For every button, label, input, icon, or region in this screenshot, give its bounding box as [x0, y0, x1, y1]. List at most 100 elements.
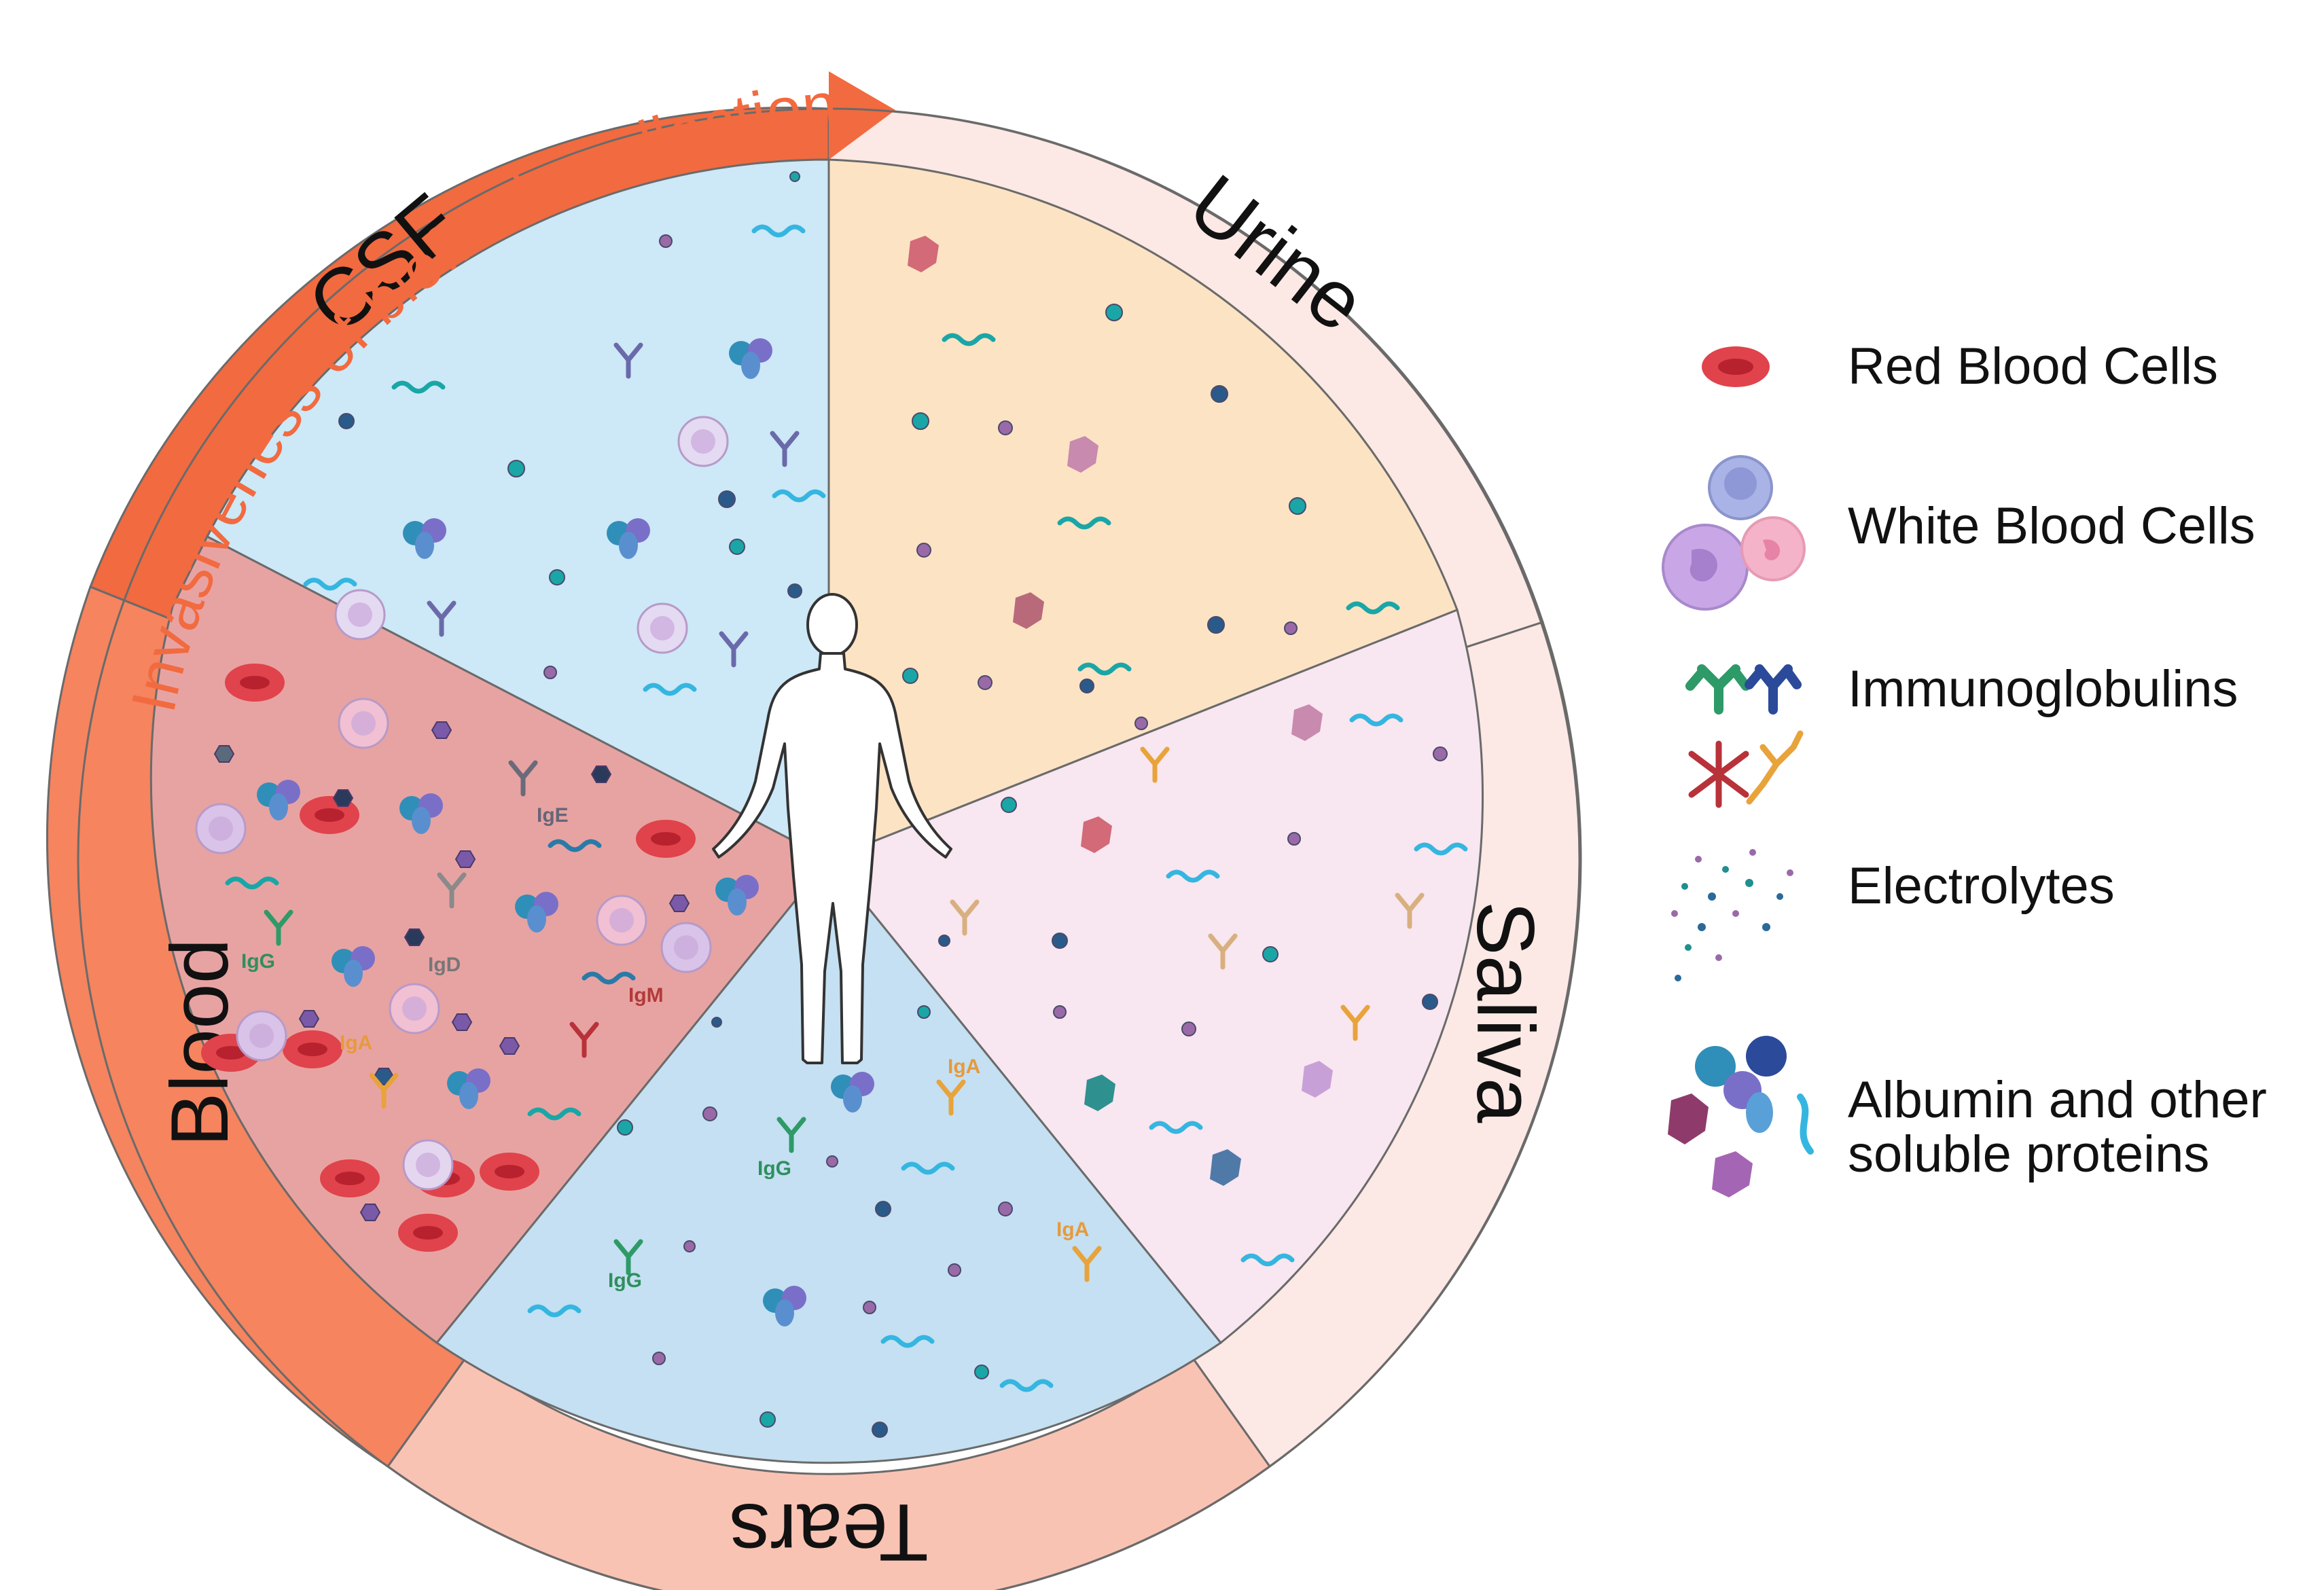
ig-label-iga-blood: IgA [340, 1032, 372, 1054]
electrolyte-dot [729, 539, 745, 555]
electrolyte-dot [683, 1240, 696, 1252]
electrolyte-dot [718, 490, 736, 508]
protein-strand [1349, 713, 1404, 727]
antibody [1208, 933, 1238, 970]
electrolyte-dot [912, 412, 929, 430]
albumin [412, 807, 431, 834]
electrolyte-dot [1284, 621, 1298, 635]
outer-circle-outline [77, 107, 1581, 1590]
protein-strand [548, 839, 602, 852]
electrolyte-dot [659, 234, 673, 248]
electrolyte-dot [1052, 933, 1068, 949]
electrolyte-dot [759, 1411, 776, 1428]
sector-csf [205, 158, 830, 861]
antibody [508, 760, 538, 797]
protein-strand [527, 1304, 582, 1318]
antibody [369, 1072, 399, 1109]
red-blood-cell-center [315, 808, 344, 822]
red-blood-cell-center [335, 1172, 365, 1185]
antibody [770, 431, 800, 467]
electrolyte-dot [1207, 616, 1225, 634]
protein-strand [1166, 869, 1220, 883]
electrolyte-hex [213, 745, 235, 763]
electrolyte-dot [1053, 1005, 1067, 1019]
protein-strand [643, 683, 697, 696]
ig-label-ige: IgE [537, 804, 569, 827]
protein-strand [1414, 842, 1468, 856]
ig-label-igg-tears-1: IgG [757, 1157, 791, 1180]
ig-label-igg-blood: IgG [241, 950, 275, 973]
white-blood-cell-nucleus [402, 996, 427, 1021]
electrolyte-dot [872, 1422, 888, 1438]
electrolyte-hex [359, 1204, 381, 1221]
electrolyte-dot [1181, 1022, 1196, 1036]
protein-strand [225, 876, 279, 890]
electrolyte-dot [789, 171, 800, 182]
legend-label-rbc: Red Blood Cells [1848, 338, 2218, 395]
electrolyte-dot [1433, 746, 1448, 761]
electrolyte-dot [617, 1119, 633, 1136]
protein-strand [1346, 601, 1400, 615]
red-blood-cell-icon [1702, 346, 1770, 387]
soluble-protein [1302, 1061, 1333, 1098]
red-blood-cell-center [216, 1046, 246, 1060]
soluble-protein [1210, 1149, 1241, 1186]
electrolyte-dot [998, 420, 1013, 435]
electrolyte-dot [1134, 717, 1148, 730]
electrolyte-hex [332, 789, 354, 807]
electrolyte-dot [974, 1365, 989, 1379]
protein-strand [1077, 662, 1132, 676]
invasiveness-arrowhead [829, 71, 895, 160]
legend-label-albumin-line2: soluble proteins [1848, 1125, 2209, 1183]
white-blood-cell-nucleus [249, 1024, 274, 1048]
albumin [619, 532, 638, 559]
soluble-protein [1013, 592, 1044, 629]
red-blood-cell-center [651, 832, 681, 846]
electrolyte-dot [902, 668, 918, 684]
electrolyte-dot [1287, 832, 1301, 846]
albumin [728, 888, 747, 916]
protein-strand [1057, 516, 1111, 530]
antibody [569, 1022, 599, 1058]
albumin [459, 1082, 478, 1109]
red-blood-cell-center [240, 676, 270, 689]
segment-label-saliva: Saliva [1460, 901, 1551, 1123]
electrolyte-hex [668, 895, 690, 912]
white-blood-cell-nucleus [416, 1153, 440, 1177]
electrolyte-dot [875, 1201, 891, 1217]
antibody [950, 899, 980, 936]
antibody [427, 600, 457, 637]
legend-label-ig: Immunoglobulins [1848, 660, 2238, 718]
electrolyte-dot [507, 460, 525, 477]
electrolyte-dot [978, 675, 993, 690]
electrolyte-dot [549, 569, 565, 585]
electrolyte-dot [702, 1106, 717, 1121]
electrolyte-dot [543, 666, 557, 679]
protein-strand [1240, 1253, 1295, 1267]
electrolyte-dot [917, 1005, 931, 1019]
white-blood-cell-nucleus [609, 908, 634, 933]
ig-label-igm: IgM [628, 984, 664, 1007]
white-blood-cell-nucleus [209, 816, 233, 841]
electrolyte-hex [298, 1010, 320, 1028]
soluble-protein [1067, 436, 1098, 473]
protein-strand [1149, 1121, 1203, 1134]
ig-label-igd: IgD [428, 954, 461, 976]
electrolyte-dot [1001, 797, 1017, 813]
white-blood-cell-nucleus [674, 935, 698, 960]
antibody [437, 872, 467, 909]
protein-strand [582, 971, 636, 985]
albumin-icon [1668, 1036, 1814, 1197]
antibody [264, 909, 293, 946]
electrolyte-dot [652, 1352, 666, 1365]
albumin [415, 532, 434, 559]
electrolyte-hex [431, 721, 452, 739]
electrolyte-dot [826, 1155, 838, 1168]
white-blood-cell-nucleus [650, 616, 675, 640]
albumin [741, 352, 760, 379]
soluble-protein [1291, 704, 1323, 741]
red-blood-cell-center [298, 1043, 327, 1056]
red-blood-cell-center [413, 1226, 443, 1240]
antibody [1340, 1005, 1370, 1041]
electrolyte-dot [711, 1017, 722, 1028]
